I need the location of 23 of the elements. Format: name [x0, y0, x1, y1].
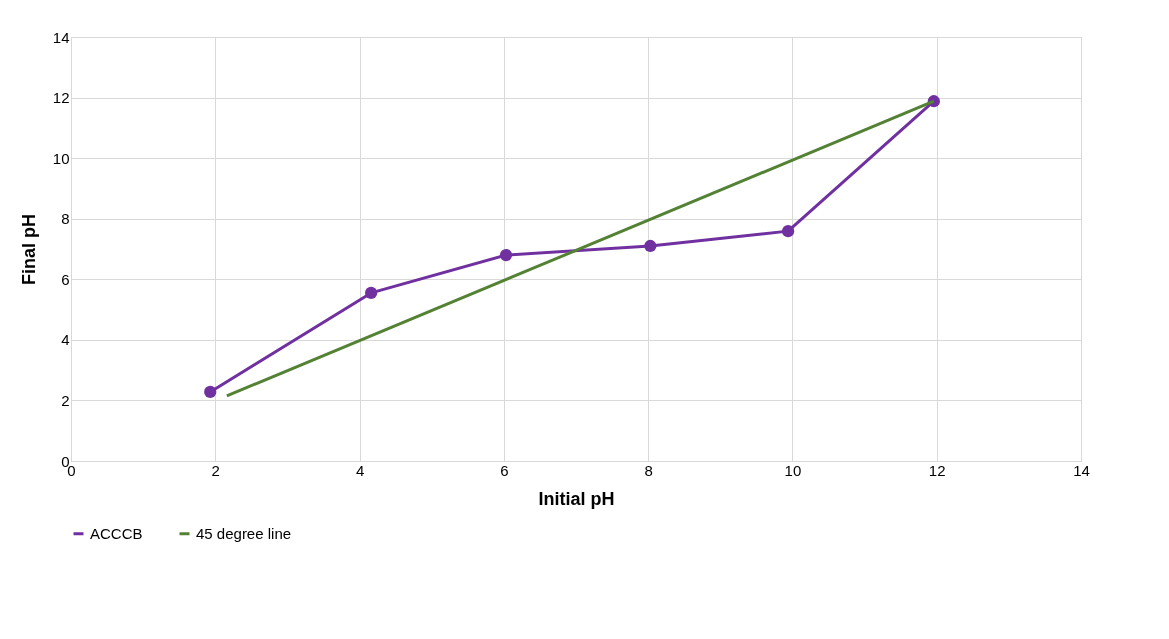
x-tick-label: 6 — [500, 461, 509, 479]
x-tick-label: 14 — [1073, 461, 1090, 479]
y-tick-label: 2 — [61, 391, 70, 409]
y-tick-label: 10 — [52, 149, 70, 167]
x-tick-label: 4 — [355, 461, 365, 479]
y-tick-label: 8 — [61, 210, 70, 228]
point — [781, 225, 795, 238]
legend-label: 45 degree line — [196, 524, 292, 542]
y-tick-label: 12 — [52, 89, 70, 107]
point — [644, 239, 657, 253]
point — [499, 248, 513, 262]
x-tick-label: 8 — [644, 461, 653, 479]
point — [364, 286, 378, 300]
x-axis-title: Initial pH — [538, 488, 615, 509]
y-tick-label: 14 — [52, 28, 70, 46]
point — [204, 385, 217, 399]
legend-label: ACCCB — [90, 524, 143, 542]
y-axis-title: Final pH — [18, 214, 39, 285]
y-tick-label: 6 — [61, 270, 70, 288]
x-tick-label: 2 — [211, 461, 220, 479]
x-tick-label: 10 — [784, 461, 802, 479]
y-tick-label: 4 — [61, 331, 70, 349]
x-tick-label: 12 — [928, 461, 946, 479]
